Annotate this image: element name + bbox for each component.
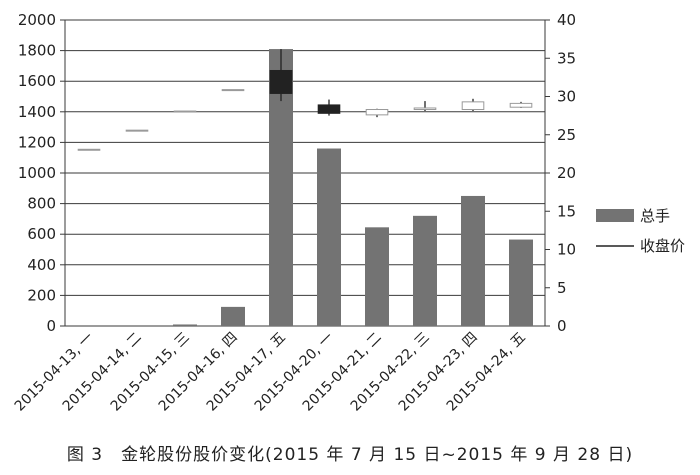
y-left-tick-label: 1200 (18, 133, 56, 151)
y-left-tick-label: 1800 (18, 42, 56, 60)
volume-bar (461, 195, 485, 326)
figure-caption: 图 3 金轮股份股价变化(2015 年 7 月 15 日~2015 年 9 月 2… (0, 440, 700, 465)
y-left-tick-label: 800 (27, 195, 56, 213)
candle-body (221, 89, 245, 92)
y-right-tick-label: 5 (557, 279, 567, 297)
volume-bar (413, 215, 437, 326)
legend-label-close: 收盘价 (640, 237, 685, 255)
volume-bar (509, 239, 533, 326)
candle-body (317, 104, 341, 114)
y-right-tick-label: 15 (557, 202, 576, 220)
caption-text: 金轮股份股价变化(2015 年 7 月 15 日~2015 年 9 月 28 日… (121, 445, 634, 465)
y-left-tick-label: 1000 (18, 164, 56, 182)
volume-bar (173, 324, 197, 326)
volume-bar (365, 227, 389, 326)
y-right-tick-label: 10 (557, 241, 576, 259)
y-right-tick-label: 0 (557, 317, 567, 335)
y-right-tick-label: 30 (557, 88, 576, 106)
candle-body (365, 109, 389, 116)
y-right-tick-label: 25 (557, 126, 576, 144)
x-tick-label: 2015-04-13, 一 (12, 330, 97, 415)
y-right-tick-label: 40 (557, 11, 576, 29)
volume-bar (317, 148, 341, 326)
y-left-tick-label: 1600 (18, 72, 56, 90)
candle-body (461, 101, 485, 111)
y-left-tick-label: 0 (46, 317, 56, 335)
candle-body (125, 129, 149, 132)
caption-number: 图 3 (66, 445, 104, 465)
legend-label-volume: 总手 (640, 207, 670, 225)
y-right-tick-label: 20 (557, 164, 576, 182)
candle-body (269, 69, 293, 94)
candle-body (77, 148, 101, 151)
legend-swatch-volume (596, 209, 634, 222)
y-right-tick-label: 35 (557, 49, 576, 67)
chart: 0 200 400 600 800 1000 1200 1400 1600 1800 2000 0 5 1… (12, 11, 685, 415)
y-left-tick-label: 1400 (18, 103, 56, 121)
candle-body (173, 110, 197, 113)
y-left-tick-label: 400 (27, 256, 56, 274)
candle-body (509, 102, 533, 108)
volume-bar (221, 306, 245, 326)
y-left-tick-label: 200 (27, 286, 56, 304)
y-left-tick-label: 600 (27, 225, 56, 243)
candle-body (413, 107, 437, 111)
y-left-tick-label: 2000 (18, 11, 56, 29)
